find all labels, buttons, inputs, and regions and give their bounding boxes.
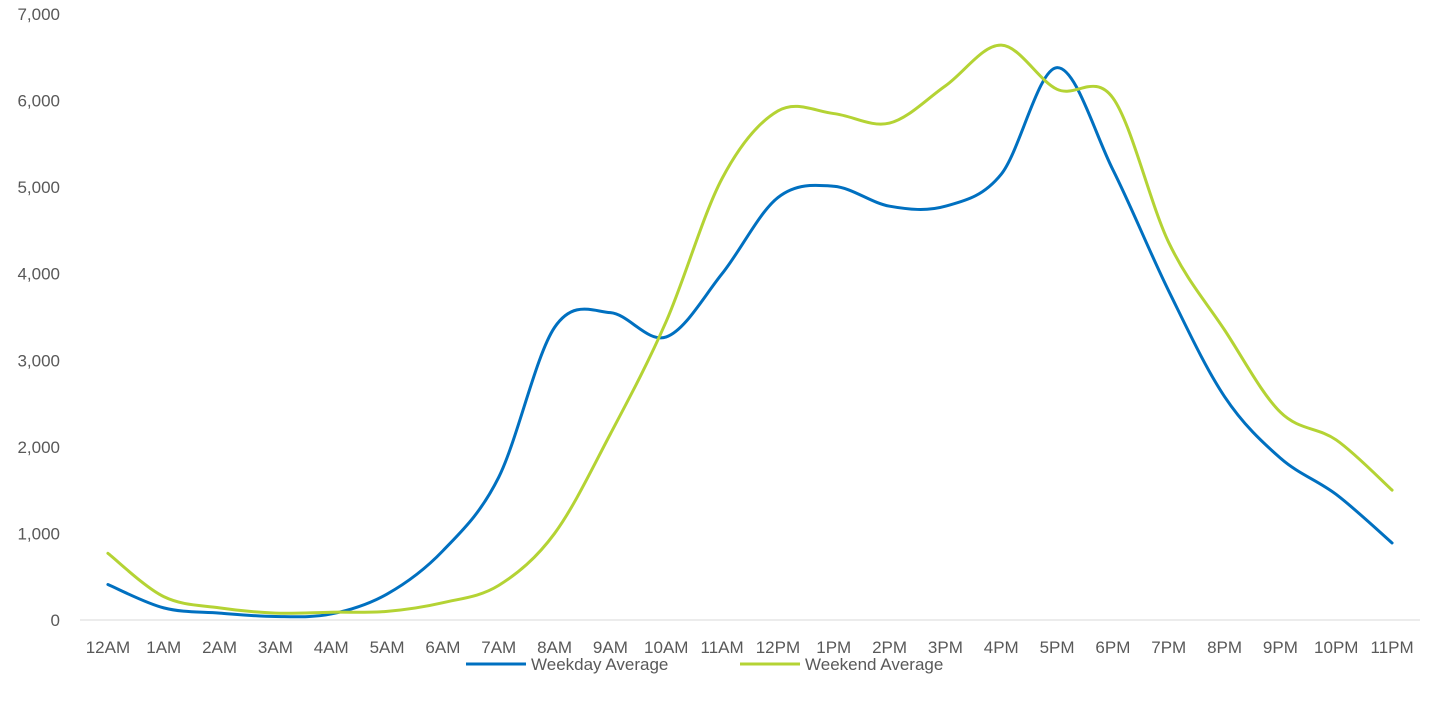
legend: Weekday Average Weekend Average: [466, 655, 943, 674]
y-tick-label: 0: [51, 611, 60, 630]
x-tick-label: 9AM: [593, 638, 628, 657]
x-tick-label: 11PM: [1371, 638, 1414, 657]
x-tick-label: 10PM: [1314, 638, 1358, 657]
x-tick-label: 5PM: [1040, 638, 1075, 657]
x-tick-label: 7PM: [1151, 638, 1186, 657]
y-tick-label: 1,000: [17, 524, 60, 543]
x-tick-label: 3PM: [928, 638, 963, 657]
x-tick-label: 6PM: [1095, 638, 1130, 657]
series-line-weekend-average: [106, 43, 1394, 615]
x-tick-label: 4AM: [314, 638, 349, 657]
x-tick-label: 4PM: [984, 638, 1019, 657]
y-tick-label: 5,000: [17, 178, 60, 197]
y-tick-label: 4,000: [17, 265, 60, 284]
x-tick-label: 1AM: [146, 638, 181, 657]
x-tick-label: 8AM: [537, 638, 572, 657]
plot-area: [106, 43, 1394, 619]
y-tick-label: 6,000: [17, 92, 60, 111]
x-tick-label: 8PM: [1207, 638, 1242, 657]
x-tick-label: 11AM: [701, 638, 744, 657]
x-axis: 12AM 1AM 2AM 3AM 4AM 5AM 6AM 7AM 8AM 9AM 10AM 11AM 1…: [80, 619, 1420, 657]
y-axis: 0 1,000 2,000 3,000 4,000 5,000 6,000 7,000: [17, 5, 60, 630]
legend-label-weekend-average: Weekend Average: [805, 655, 943, 674]
x-tick-label: 6AM: [425, 638, 460, 657]
x-tick-label: 2PM: [872, 638, 907, 657]
x-tick-label: 10AM: [644, 638, 688, 657]
x-tick-label: 12AM: [86, 638, 130, 657]
y-tick-label: 3,000: [17, 351, 60, 370]
x-tick-label: 2AM: [202, 638, 237, 657]
x-tick-label: 3AM: [258, 638, 293, 657]
x-tick-label: 5AM: [370, 638, 405, 657]
x-tick-label: 9PM: [1263, 638, 1298, 657]
x-tick-label: 7AM: [481, 638, 516, 657]
x-tick-label: 12PM: [756, 638, 800, 657]
legend-label-weekday-average: Weekday Average: [531, 655, 668, 674]
y-tick-label: 2,000: [17, 438, 60, 457]
y-tick-label: 7,000: [17, 5, 60, 24]
series-line-weekday-average: [106, 66, 1394, 619]
x-tick-label: 1PM: [816, 638, 851, 657]
